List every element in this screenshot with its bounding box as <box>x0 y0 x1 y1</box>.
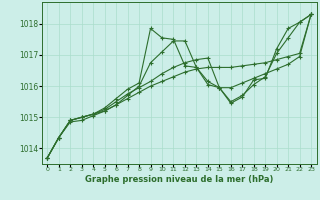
X-axis label: Graphe pression niveau de la mer (hPa): Graphe pression niveau de la mer (hPa) <box>85 175 273 184</box>
